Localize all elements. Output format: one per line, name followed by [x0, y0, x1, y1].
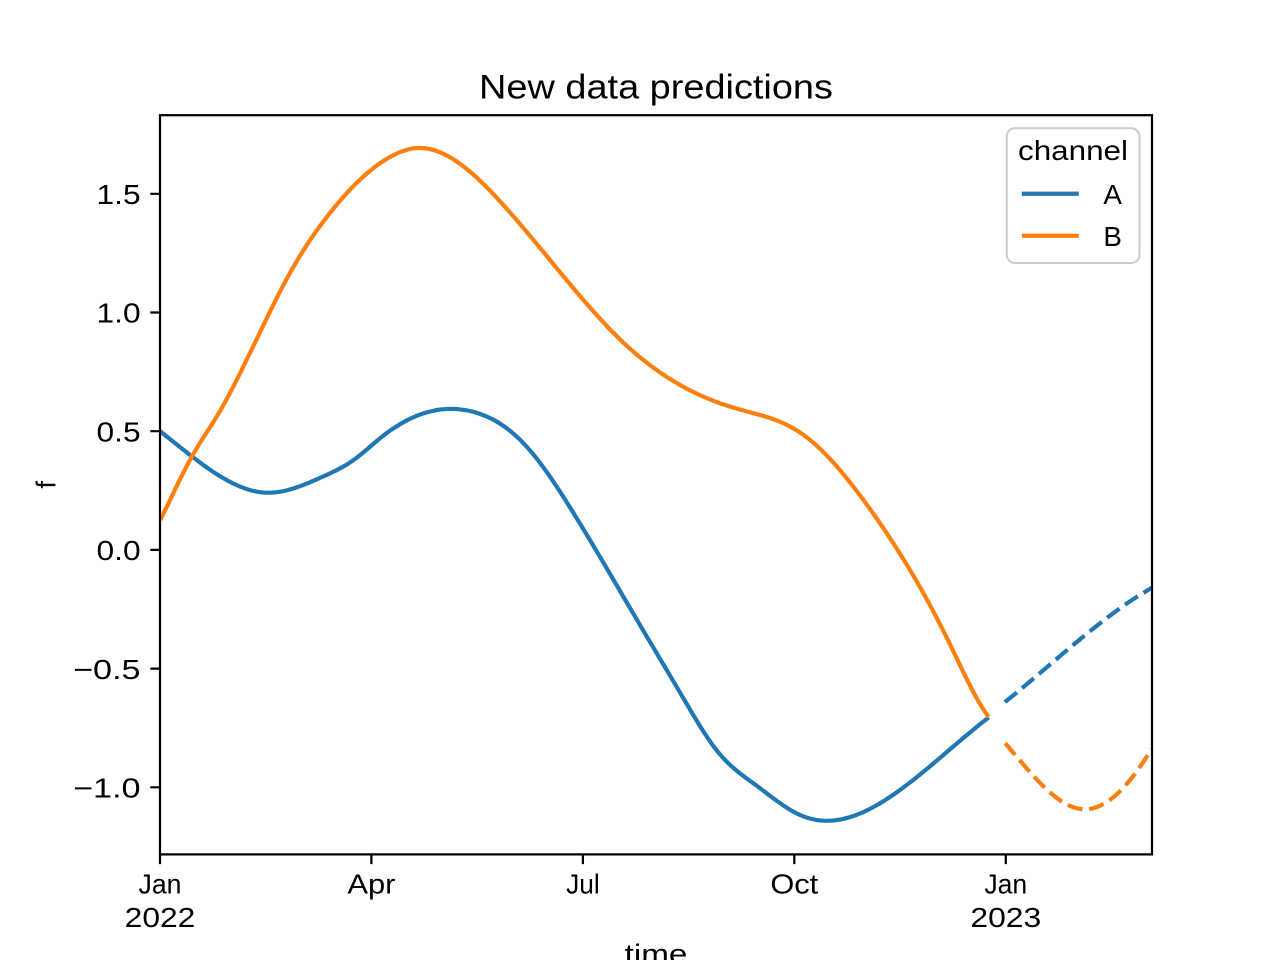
svg-text:2022: 2022: [125, 902, 196, 933]
svg-text:Oct: Oct: [770, 869, 818, 900]
svg-text:−0.5: −0.5: [73, 654, 141, 685]
svg-text:B: B: [1103, 221, 1122, 252]
svg-text:−1.0: −1.0: [73, 773, 141, 804]
svg-text:0.0: 0.0: [97, 535, 141, 566]
svg-text:1.0: 1.0: [97, 298, 141, 329]
svg-text:Apr: Apr: [347, 869, 395, 900]
svg-text:Jul: Jul: [566, 869, 600, 900]
svg-text:A: A: [1103, 179, 1122, 210]
svg-text:f: f: [31, 481, 62, 489]
svg-text:0.5: 0.5: [97, 416, 141, 447]
svg-text:channel: channel: [1018, 135, 1128, 166]
svg-text:time: time: [625, 938, 688, 960]
svg-text:New data predictions: New data predictions: [479, 69, 833, 107]
svg-text:Jan: Jan: [984, 869, 1027, 900]
svg-text:1.5: 1.5: [97, 179, 141, 210]
svg-text:Jan: Jan: [139, 869, 182, 900]
svg-text:2023: 2023: [970, 902, 1041, 933]
